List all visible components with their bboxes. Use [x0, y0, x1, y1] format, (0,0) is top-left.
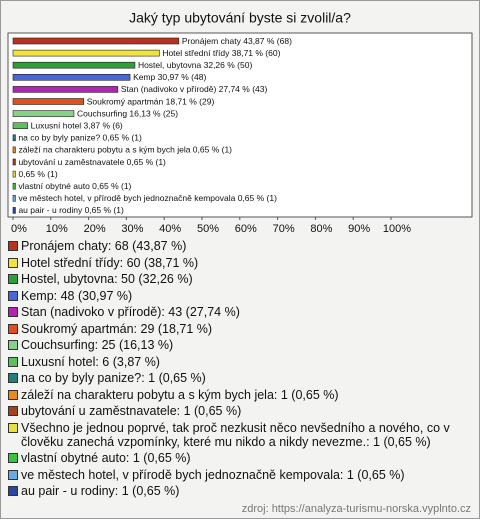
- legend-label: vlastní obytné auto: 1 (0,65 %): [21, 451, 191, 465]
- x-tick-label: 60%: [235, 223, 257, 235]
- x-tick-label: 20%: [84, 223, 106, 235]
- bar: [12, 134, 16, 142]
- legend-label: Luxusní hotel: 6 (3,87 %): [21, 354, 160, 369]
- legend-item: Couchsurfing: 25 (16,13 %): [8, 338, 470, 352]
- bar-label: vlastní obytné auto 0,65 % (1): [18, 181, 131, 191]
- bar-label: Kemp 30,97 % (48): [133, 72, 206, 82]
- legend-item: Hostel, ubytovna: 50 (32,26 %): [8, 272, 470, 286]
- chart-title: Jaký typ ubytování byste si zvolil/a?: [129, 10, 351, 26]
- bar-label: ve městech hotel, v přírodě bych jednozn…: [18, 193, 277, 203]
- source: zdroj: https://analyza-turismu-norska.vy…: [241, 503, 471, 515]
- legend-item: Stan (nadivoko v přírodě): 43 (27,74 %): [8, 305, 470, 319]
- bar: [12, 207, 16, 214]
- legend-item: Luxusní hotel: 6 (3,87 %): [8, 355, 470, 369]
- bar-label: au pair - u rodiny 0,65 % (1): [18, 205, 124, 215]
- legend-label: Všechno je jednou poprvé, tak proč nezku…: [21, 420, 450, 449]
- legend-item: ve městech hotel, v přírodě bych jednozn…: [8, 468, 470, 482]
- legend-swatch: [8, 356, 18, 367]
- bar: [12, 195, 16, 202]
- bar: [12, 86, 119, 93]
- legend-swatch: [8, 422, 18, 433]
- legend: Pronájem chaty: 68 (43,87 %) Hotel středn…: [8, 239, 470, 501]
- legend-swatch: [8, 486, 18, 496]
- bar: [12, 37, 180, 45]
- legend-swatch: [8, 340, 18, 350]
- legend-swatch: [8, 323, 18, 334]
- bar-label: 0,65 % (1): [18, 169, 57, 179]
- bar: [12, 122, 28, 129]
- x-tick-label: 10%: [46, 223, 68, 235]
- legend-item: na co by byly panize?: 1 (0,65 %): [8, 371, 470, 385]
- legend-label: Soukromý apartmán: 29 (18,71 %): [21, 321, 213, 336]
- legend-label: Hostel, ubytovna: 50 (32,26 %): [21, 272, 193, 286]
- legend-swatch: [8, 307, 18, 317]
- bar-label: Pronájem chaty 43,87 % (68): [182, 36, 292, 46]
- bar: [12, 182, 16, 190]
- x-tick-label: 0%: [11, 223, 27, 235]
- legend-swatch: [8, 290, 18, 301]
- legend-label: au pair - u rodiny: 1 (0,65 %): [21, 484, 180, 498]
- legend-swatch: [8, 406, 18, 416]
- bar: [12, 170, 16, 178]
- legend-item: záleží na charakteru pobytu a s kým bych…: [8, 388, 470, 402]
- bar: [12, 61, 136, 69]
- legend-item: ubytování u zaměstnavatele: 1 (0,65 %): [8, 404, 470, 418]
- x-tick-label: 50%: [197, 223, 219, 235]
- bar: [12, 98, 85, 105]
- legend-item: Všechno je jednou poprvé, tak proč nezku…: [8, 421, 470, 449]
- bar: [12, 110, 75, 117]
- chart: Jaký typ ubytování byste si zvolil/a? 0%…: [7, 10, 473, 235]
- bar-label: na co by byly panize? 0,65 % (1): [18, 133, 141, 143]
- x-tick-label: 30%: [121, 223, 143, 235]
- legend-swatch: [8, 453, 18, 463]
- legend-label: ve městech hotel, v přírodě bych jednozn…: [21, 467, 405, 482]
- x-tick-label: 80%: [310, 223, 332, 235]
- legend-label: záleží na charakteru pobytu a s kým bych…: [21, 387, 339, 402]
- bar-label: Hotel střední třídy 38,71 % (60): [162, 48, 280, 58]
- legend-label: na co by byly panize?: 1 (0,65 %): [21, 371, 206, 385]
- legend-item: Pronájem chaty: 68 (43,87 %): [8, 239, 470, 253]
- legend-item: au pair - u rodiny: 1 (0,65 %): [8, 484, 470, 498]
- bar: [12, 49, 160, 57]
- bar-label: Soukromý apartmán 18,71 % (29): [87, 96, 215, 106]
- x-tick-label: 40%: [159, 223, 181, 235]
- legend-label: ubytování u zaměstnavatele: 1 (0,65 %): [21, 404, 242, 418]
- legend-swatch: [8, 274, 18, 284]
- bar-label: Hostel, ubytovna 32,26 % (50): [138, 60, 253, 70]
- legend-label: Hotel střední třídy: 60 (38,71 %): [21, 255, 199, 270]
- legend-label: Pronájem chaty: 68 (43,87 %): [21, 239, 187, 253]
- legend-swatch: [8, 373, 18, 383]
- x-tick-label: 90%: [348, 223, 370, 235]
- bar: [12, 146, 16, 154]
- legend-swatch: [8, 241, 18, 251]
- legend-swatch: [8, 469, 18, 480]
- legend-label: Stan (nadivoko v přírodě): 43 (27,74 %): [21, 305, 240, 319]
- legend-item: vlastní obytné auto: 1 (0,65 %): [8, 451, 470, 465]
- bar-label: Luxusní hotel 3,87 % (6): [31, 120, 123, 130]
- bar: [12, 158, 16, 166]
- legend-swatch: [8, 257, 18, 268]
- bar-label: Stan (nadivoko v přírodě) 27,74 % (43): [121, 84, 268, 94]
- x-tick-label: 70%: [273, 223, 295, 235]
- legend-item: Hotel střední třídy: 60 (38,71 %): [8, 256, 470, 270]
- legend-label: Couchsurfing: 25 (16,13 %): [21, 338, 174, 352]
- bar-label: ubytování u zaměstnavatele 0,65 % (1): [18, 157, 166, 167]
- legend-label: Kemp: 48 (30,97 %): [21, 288, 133, 303]
- bar: [12, 74, 131, 81]
- legend-swatch: [8, 389, 18, 400]
- x-tick-label: 100%: [383, 223, 411, 235]
- bar-label: záleží na charakteru pobytu a s kým bych…: [18, 145, 232, 155]
- legend-item: Soukromý apartmán: 29 (18,71 %): [8, 322, 470, 336]
- legend-item: Kemp: 48 (30,97 %): [8, 289, 470, 303]
- bar-label: Couchsurfing 16,13 % (25): [77, 108, 178, 118]
